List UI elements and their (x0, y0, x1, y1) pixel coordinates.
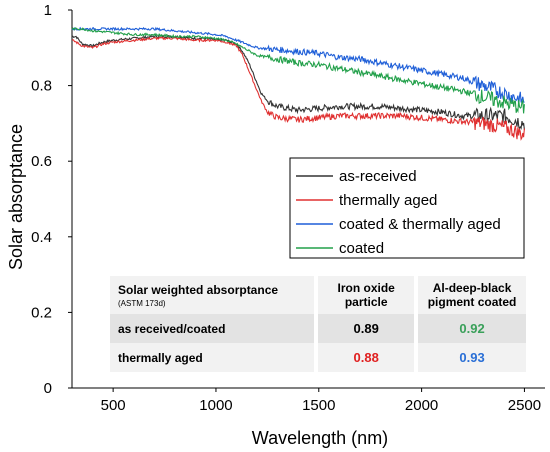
table-row-label: as received/coated (118, 321, 226, 336)
y-tick-label: 1 (44, 2, 52, 19)
table-header-label: Solar weighted absorptance (ASTM 173d) (110, 276, 314, 314)
legend-entry-label: coated & thermally aged (339, 216, 501, 233)
series-layer (71, 26, 525, 141)
series-line-0 (71, 34, 525, 130)
table-cell-iron-oxide: 0.88 (353, 350, 379, 365)
legend: as-received thermally aged coated & therma… (289, 157, 525, 259)
y-tick-label: 0 (44, 380, 52, 397)
y-tick-label: 0.2 (31, 304, 52, 321)
legend-box (289, 157, 525, 259)
table-header-al-black: Al-deep-black pigment coated (427, 281, 517, 309)
x-tick-label: 1500 (302, 397, 335, 414)
y-axis-label: Solar absorptance (6, 124, 26, 270)
tick-layer: 500 1000 1500 2000 2500 0 0.2 0.4 0.6 0.8 1 (31, 2, 541, 414)
x-tick-label: 1000 (199, 397, 232, 414)
table-cell-al-black: 0.92 (459, 321, 485, 336)
table-header-title: Solar weighted absorptance (118, 282, 279, 297)
x-tick-label: 2000 (405, 397, 438, 414)
series-line-2 (71, 26, 525, 106)
legend-entry-label: as-received (339, 168, 417, 185)
y-tick-label: 0.8 (31, 78, 52, 95)
table-header-subtitle: (ASTM 173d) (118, 298, 166, 308)
absorptance-table: Solar weighted absorptance (ASTM 173d) I… (110, 276, 526, 372)
table-cell-al-black: 0.93 (459, 350, 485, 365)
table-row-label: thermally aged (118, 350, 203, 365)
x-axis-label: Wavelength (nm) (252, 428, 388, 448)
legend-entry-label: thermally aged (339, 192, 437, 209)
legend-entry-label: coated (339, 240, 384, 257)
table-header-iron-oxide: Iron oxide particle (337, 281, 395, 309)
y-tick-label: 0.4 (31, 229, 52, 246)
y-tick-label: 0.6 (31, 153, 52, 170)
table-cell-iron-oxide: 0.89 (353, 321, 379, 336)
table-header-row: Solar weighted absorptance (ASTM 173d) I… (110, 276, 526, 314)
table-row: thermally aged 0.88 0.93 (110, 343, 526, 372)
x-tick-label: 2500 (508, 397, 541, 414)
x-tick-label: 500 (101, 397, 126, 414)
series-line-3 (71, 27, 525, 114)
table-row: as received/coated 0.89 0.92 (110, 314, 526, 343)
series-line-1 (71, 36, 525, 141)
chart-axes (71, 10, 545, 389)
